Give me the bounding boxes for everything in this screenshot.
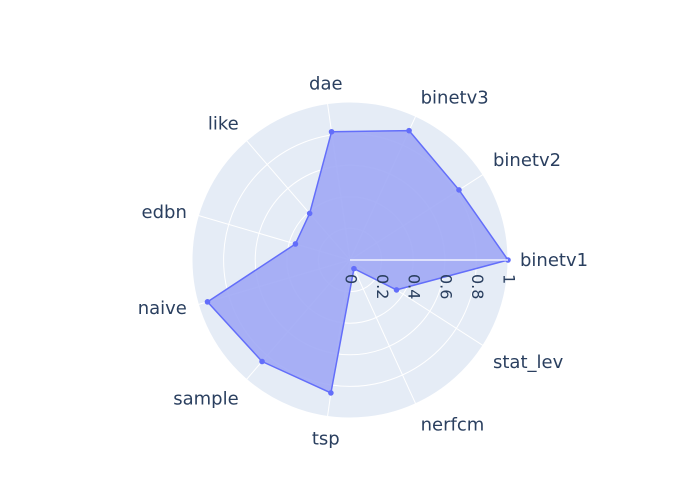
data-point-binetv3 <box>406 127 412 134</box>
category-label-stat_lev: stat_lev <box>493 352 564 373</box>
category-label-binetv2: binetv2 <box>493 150 561 171</box>
radial-tick-label: 0.2 <box>373 274 392 299</box>
category-label-dae: dae <box>309 74 343 95</box>
series-area <box>206 129 509 394</box>
angular-grid-line <box>349 259 417 404</box>
category-label-binetv3: binetv3 <box>421 87 489 108</box>
category-label-sample: sample <box>173 388 238 409</box>
category-label-tsp: tsp <box>312 428 340 449</box>
radial-tick-label: 0.4 <box>405 274 424 299</box>
category-label-nerfcm: nerfcm <box>421 415 485 436</box>
data-point-tsp <box>328 390 334 396</box>
category-label-naive: naive <box>138 298 187 319</box>
radial-tick-label: 0.8 <box>468 274 487 299</box>
category-label-binetv1: binetv1 <box>520 250 588 271</box>
data-point-naive <box>204 299 211 305</box>
data-point-sample <box>259 358 265 365</box>
data-point-edbn <box>292 241 299 247</box>
category-label-edbn: edbn <box>142 202 187 223</box>
category-label-like: like <box>208 114 239 135</box>
radial-tick-label: 0 <box>342 274 361 284</box>
data-point-binetv2 <box>456 187 462 193</box>
radial-tick-label: 1 <box>500 274 519 284</box>
data-point-dae <box>328 128 335 135</box>
data-point-stat_lev <box>393 287 400 293</box>
data-point-like <box>306 210 313 217</box>
radial-tick-label: 0.6 <box>436 274 455 299</box>
data-point-nerfcm <box>351 265 357 272</box>
